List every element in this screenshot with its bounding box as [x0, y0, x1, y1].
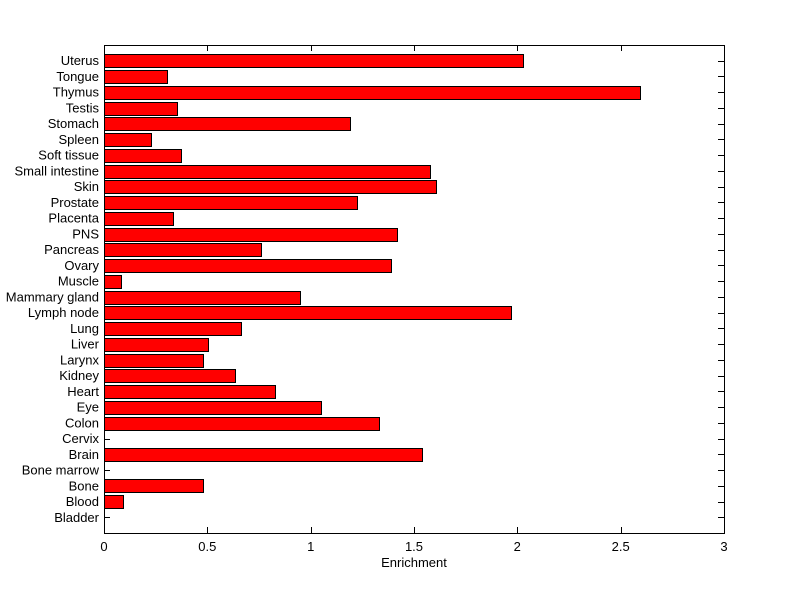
svg-text:Enrichment: Enrichment: [381, 555, 447, 570]
svg-text:1.5: 1.5: [405, 539, 423, 554]
svg-text:0: 0: [100, 539, 107, 554]
svg-text:3: 3: [720, 539, 727, 554]
svg-text:Muscle: Muscle: [58, 274, 99, 289]
svg-text:Prostate: Prostate: [51, 195, 99, 210]
svg-text:Bone: Bone: [69, 478, 99, 493]
svg-text:Skin: Skin: [74, 179, 99, 194]
svg-text:Spleen: Spleen: [59, 132, 99, 147]
svg-text:Bone marrow: Bone marrow: [22, 463, 100, 478]
svg-text:Larynx: Larynx: [60, 352, 100, 367]
svg-text:Kidney: Kidney: [59, 368, 99, 383]
svg-text:Colon: Colon: [65, 415, 99, 430]
svg-text:Tongue: Tongue: [56, 69, 99, 84]
svg-text:Placenta: Placenta: [48, 211, 99, 226]
svg-text:Soft tissue: Soft tissue: [38, 148, 99, 163]
svg-text:Bladder: Bladder: [54, 510, 99, 525]
svg-text:Cervix: Cervix: [62, 431, 99, 446]
svg-text:Blood: Blood: [66, 494, 99, 509]
svg-text:Brain: Brain: [69, 447, 99, 462]
svg-text:1: 1: [307, 539, 314, 554]
svg-text:Pancreas: Pancreas: [44, 242, 99, 257]
svg-text:Mammary gland: Mammary gland: [6, 289, 99, 304]
svg-text:Eye: Eye: [77, 400, 99, 415]
svg-text:Lung: Lung: [70, 321, 99, 336]
svg-text:Ovary: Ovary: [64, 258, 99, 273]
svg-text:2: 2: [514, 539, 521, 554]
svg-text:Thymus: Thymus: [53, 85, 100, 100]
svg-text:Testis: Testis: [66, 101, 100, 116]
svg-text:Small intestine: Small intestine: [14, 163, 99, 178]
svg-text:2.5: 2.5: [612, 539, 630, 554]
svg-text:Uterus: Uterus: [61, 53, 100, 68]
svg-text:PNS: PNS: [72, 226, 99, 241]
svg-text:Heart: Heart: [67, 384, 99, 399]
svg-text:Liver: Liver: [71, 337, 100, 352]
svg-text:Stomach: Stomach: [48, 116, 99, 131]
svg-text:Lymph node: Lymph node: [28, 305, 99, 320]
svg-text:0.5: 0.5: [198, 539, 216, 554]
